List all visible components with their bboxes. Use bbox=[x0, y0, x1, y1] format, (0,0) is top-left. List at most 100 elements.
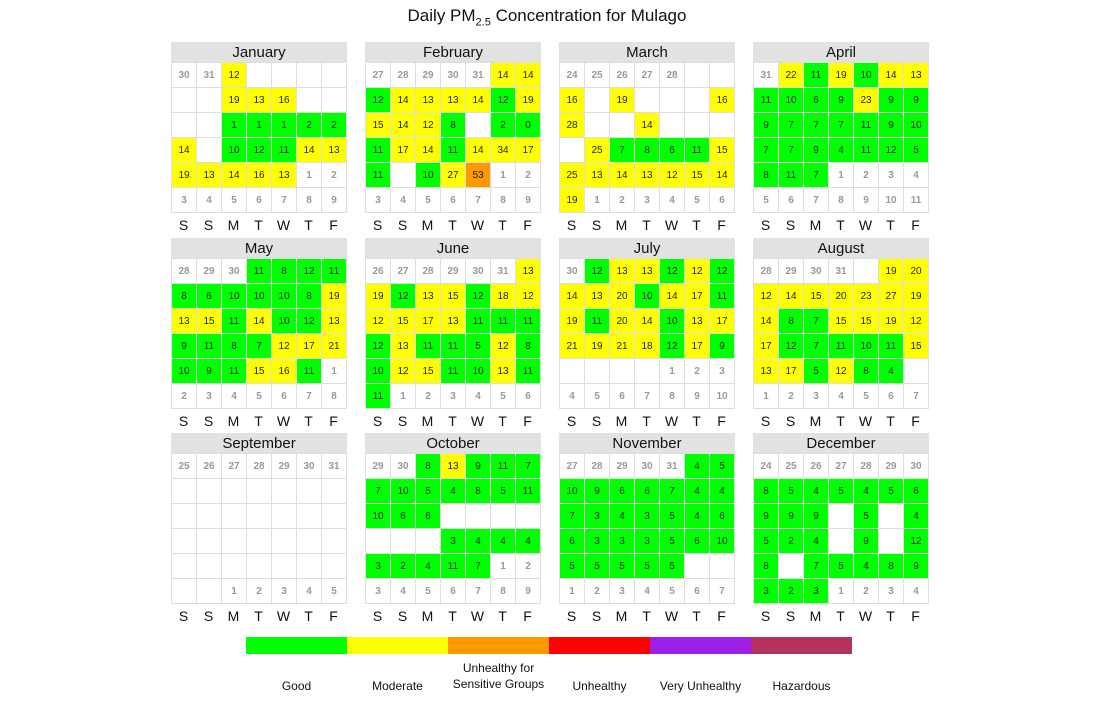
pm25-day-cell: 8 bbox=[416, 454, 440, 478]
legend-label: Unhealthy bbox=[572, 679, 627, 693]
weekday-label: S bbox=[566, 413, 577, 429]
weekday-label: W bbox=[664, 608, 679, 624]
month-title: January bbox=[171, 42, 347, 62]
empty-day-cell bbox=[272, 63, 296, 87]
pm25-day-cell: 4 bbox=[491, 529, 515, 553]
pm25-day-cell: 15 bbox=[197, 309, 221, 333]
pm25-day-cell: 19 bbox=[560, 188, 584, 212]
pm25-day-cell: 9 bbox=[879, 88, 903, 112]
outside-month-day-cell: 7 bbox=[466, 188, 490, 212]
weekday-label: F bbox=[523, 608, 532, 624]
outside-month-day-cell: 31 bbox=[322, 454, 346, 478]
outside-month-day-cell: 2 bbox=[685, 359, 709, 383]
outside-month-day-cell: 2 bbox=[854, 579, 878, 603]
legend-label: Good bbox=[281, 679, 312, 693]
weekday-label: S bbox=[785, 217, 796, 233]
empty-day-cell bbox=[297, 504, 321, 528]
pm25-day-cell: 11 bbox=[416, 334, 440, 358]
pm25-day-cell: 9 bbox=[754, 504, 778, 528]
outside-month-day-cell: 27 bbox=[366, 63, 390, 87]
weekday-label: F bbox=[911, 608, 920, 624]
outside-month-day-cell: 3 bbox=[879, 163, 903, 187]
empty-day-cell bbox=[222, 529, 246, 553]
pm25-day-cell: 9 bbox=[904, 88, 928, 112]
outside-month-day-cell: 29 bbox=[610, 454, 634, 478]
empty-day-cell bbox=[172, 554, 196, 578]
weekday-label: S bbox=[178, 217, 189, 233]
pm25-day-cell: 13 bbox=[685, 309, 709, 333]
outside-month-day-cell: 27 bbox=[829, 454, 853, 478]
outside-month-day-cell: 26 bbox=[197, 454, 221, 478]
pm25-day-cell: 13 bbox=[635, 163, 659, 187]
outside-month-day-cell: 30 bbox=[560, 259, 584, 283]
outside-month-day-cell: 3 bbox=[610, 579, 634, 603]
pm25-day-cell: 11 bbox=[366, 384, 390, 408]
outside-month-day-cell: 2 bbox=[516, 554, 540, 578]
pm25-day-cell: 12 bbox=[904, 529, 928, 553]
outside-month-day-cell: 28 bbox=[754, 259, 778, 283]
pm25-day-cell: 16 bbox=[560, 88, 584, 112]
weekday-label: T bbox=[448, 413, 457, 429]
outside-month-day-cell: 9 bbox=[516, 188, 540, 212]
chart-title: Daily PM2.5 Concentration for Mulago bbox=[0, 6, 1094, 28]
pm25-day-cell: 5 bbox=[779, 479, 803, 503]
empty-day-cell bbox=[297, 88, 321, 112]
pm25-day-cell: 6 bbox=[904, 479, 928, 503]
pm25-day-cell: 12 bbox=[904, 309, 928, 333]
outside-month-day-cell: 26 bbox=[366, 259, 390, 283]
pm25-day-cell: 8 bbox=[441, 113, 465, 137]
empty-day-cell bbox=[610, 359, 634, 383]
pm25-day-cell: 10 bbox=[710, 529, 734, 553]
outside-month-day-cell: 5 bbox=[685, 188, 709, 212]
weekday-label: T bbox=[498, 413, 507, 429]
month-may: May 28 29 30 11 8 12 11 8 6 10 10 10 8 19 13 15 11 14 10 12 1… bbox=[171, 238, 347, 429]
month-november: November 27 28 29 30 31 4 5 10 9 6 6 7 4 4 7 3 4 3 5 4 6 6 3 3 3 5… bbox=[559, 433, 735, 624]
pm25-day-cell: 13 bbox=[585, 284, 609, 308]
empty-day-cell bbox=[247, 554, 271, 578]
month-days-grid: 30 31 12 19 13 16 1 1 1 2 2 14 10 12 11 14 13 19 13 14 16 13 1… bbox=[171, 62, 347, 213]
pm25-day-cell: 14 bbox=[297, 138, 321, 162]
empty-day-cell bbox=[585, 113, 609, 137]
pm25-day-cell: 4 bbox=[829, 138, 853, 162]
pm25-day-cell: 9 bbox=[585, 479, 609, 503]
pm25-day-cell: 2 bbox=[391, 554, 415, 578]
pm25-day-cell: 5 bbox=[879, 479, 903, 503]
outside-month-day-cell: 3 bbox=[710, 359, 734, 383]
empty-day-cell bbox=[272, 529, 296, 553]
pm25-day-cell: 11 bbox=[247, 259, 271, 283]
weekday-label: W bbox=[276, 413, 291, 429]
pm25-day-cell: 17 bbox=[685, 334, 709, 358]
pm25-day-cell: 5 bbox=[829, 479, 853, 503]
pm25-day-cell: 5 bbox=[754, 529, 778, 553]
pm25-day-cell: 11 bbox=[197, 334, 221, 358]
empty-day-cell bbox=[466, 504, 490, 528]
weekday-label: W bbox=[470, 217, 485, 233]
weekday-label: T bbox=[448, 608, 457, 624]
pm25-day-cell: 14 bbox=[610, 163, 634, 187]
empty-day-cell bbox=[272, 479, 296, 503]
month-days-grid: 27 28 29 30 31 4 5 10 9 6 6 7 4 4 7 3 4 3 5 4 6 6 3 3 3 5 6 10 5 5 5 5 5… bbox=[559, 453, 735, 604]
pm25-day-cell: 5 bbox=[804, 359, 828, 383]
outside-month-day-cell: 7 bbox=[297, 384, 321, 408]
weekday-label: T bbox=[692, 217, 701, 233]
outside-month-day-cell: 2 bbox=[516, 163, 540, 187]
month-days-grid: 28 29 30 11 8 12 11 8 6 10 10 10 8 19 13 15 11 14 10 12 13 9 1… bbox=[171, 258, 347, 409]
pm25-day-cell: 3 bbox=[441, 529, 465, 553]
outside-month-day-cell: 4 bbox=[391, 188, 415, 212]
outside-month-day-cell: 28 bbox=[660, 63, 684, 87]
pm25-day-cell: 16 bbox=[272, 88, 296, 112]
pm25-day-cell: 9 bbox=[804, 138, 828, 162]
pm25-day-cell: 3 bbox=[804, 579, 828, 603]
pm25-day-cell: 14 bbox=[560, 284, 584, 308]
pm25-day-cell: 17 bbox=[779, 359, 803, 383]
outside-month-day-cell: 26 bbox=[610, 63, 634, 87]
weekday-label: F bbox=[911, 217, 920, 233]
weekday-label: M bbox=[227, 608, 240, 624]
pm25-day-cell: 5 bbox=[635, 554, 659, 578]
pm25-day-cell: 12 bbox=[247, 138, 271, 162]
pm25-day-cell: 7 bbox=[466, 554, 490, 578]
legend-label: Very Unhealthy bbox=[659, 679, 742, 693]
pm25-day-cell: 14 bbox=[416, 138, 440, 162]
empty-day-cell bbox=[710, 63, 734, 87]
